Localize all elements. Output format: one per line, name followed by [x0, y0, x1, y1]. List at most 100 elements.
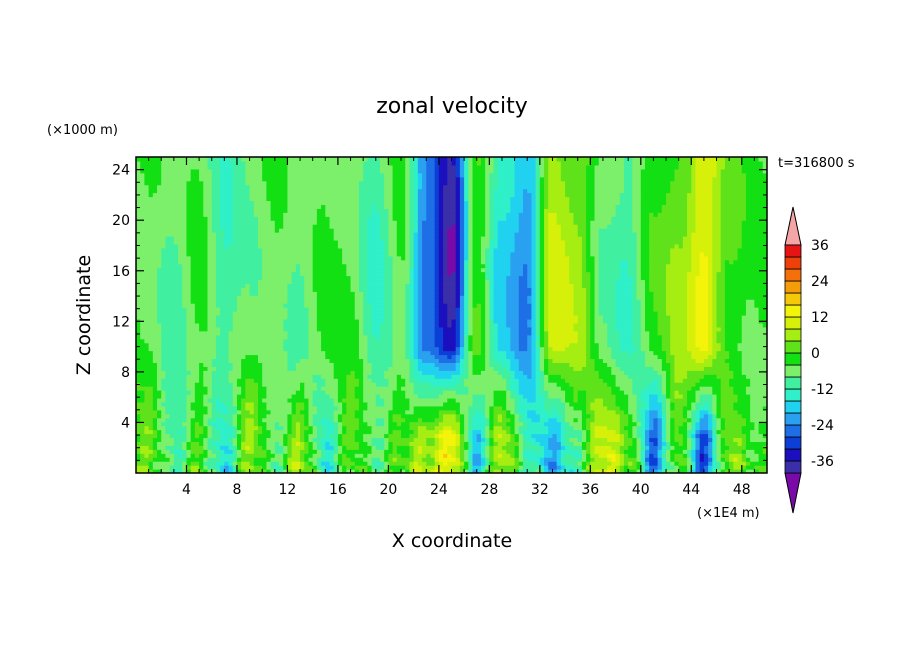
field-cell: [300, 338, 305, 344]
field-cell: [291, 449, 297, 454]
field-cell: [241, 441, 246, 446]
field-cell: [262, 405, 268, 411]
field-cell: [232, 216, 238, 221]
field-cell: [333, 457, 339, 462]
field-cell: [367, 397, 373, 403]
field-cell: [287, 338, 293, 344]
field-cell: [203, 374, 209, 379]
field-cell: [363, 334, 368, 340]
field-cell: [241, 417, 246, 423]
field-cell: [253, 366, 259, 371]
field-cell: [321, 200, 326, 205]
field-cell: [337, 239, 343, 245]
field-cell: [190, 184, 196, 190]
field-cell: [157, 315, 162, 320]
field-cell: [266, 441, 272, 446]
field-cell: [266, 212, 272, 217]
field-cell: [140, 243, 146, 249]
field-cell: [228, 259, 234, 265]
field-cell: [329, 437, 335, 442]
field-cell: [144, 283, 150, 288]
field-cell: [152, 405, 158, 411]
field-cell: [236, 374, 242, 379]
field-cell: [266, 259, 272, 265]
field-cell: [363, 311, 368, 316]
field-cell: [211, 397, 217, 403]
field-cell: [375, 382, 381, 387]
field-cell: [211, 267, 217, 273]
field-cell: [224, 279, 230, 284]
field-cell: [283, 425, 289, 431]
field-cell: [337, 311, 343, 316]
field-cell: [203, 208, 209, 213]
field-cell: [363, 243, 368, 249]
field-cell: [274, 311, 280, 316]
field-cell: [136, 370, 141, 375]
field-cell: [363, 263, 368, 269]
field-cell: [236, 449, 242, 454]
field-cell: [236, 232, 242, 237]
field-cell: [333, 469, 339, 473]
field-cell: [215, 216, 221, 221]
field-cell: [253, 382, 259, 387]
field-cell: [182, 469, 188, 473]
field-cell: [199, 283, 204, 288]
field-cell: [304, 465, 310, 470]
field-cell: [236, 275, 242, 281]
field-cell: [165, 275, 171, 281]
field-cell: [182, 453, 188, 458]
field-cell: [257, 437, 263, 442]
field-cell: [211, 390, 217, 395]
field-cell: [228, 425, 234, 431]
field-cell: [371, 176, 377, 182]
field-cell: [207, 417, 213, 423]
field-cell: [354, 441, 360, 446]
field-cell: [379, 247, 385, 253]
field-cell: [342, 220, 347, 225]
field-cell: [274, 338, 280, 344]
field-cell: [321, 267, 326, 273]
field-cell: [173, 382, 179, 387]
field-cell: [194, 168, 200, 174]
field-cell: [304, 239, 310, 245]
field-cell: [321, 358, 326, 363]
field-cell: [215, 180, 221, 186]
field-cell: [312, 441, 318, 446]
field-cell: [144, 263, 150, 269]
field-cell: [300, 453, 305, 458]
field-cell: [337, 180, 343, 186]
field-cell: [257, 429, 263, 435]
field-cell: [270, 453, 276, 458]
field-cell: [337, 469, 343, 473]
field-cell: [358, 311, 364, 316]
field-cell: [186, 224, 192, 229]
field-cell: [388, 184, 394, 190]
field-cell: [375, 172, 381, 178]
field-cell: [211, 457, 217, 462]
field-cell: [241, 346, 246, 352]
field-cell: [384, 311, 389, 316]
field-cell: [287, 326, 293, 332]
field-cell: [283, 307, 289, 312]
field-cell: [283, 382, 289, 387]
field-cell: [165, 243, 171, 249]
field-cell: [253, 315, 259, 320]
field-cell: [207, 453, 213, 458]
field-cell: [350, 295, 356, 300]
field-cell: [241, 180, 246, 186]
field-cell: [304, 362, 310, 367]
field-cell: [232, 342, 238, 348]
field-cell: [308, 366, 314, 371]
field-cell: [333, 168, 339, 174]
field-cell: [257, 461, 263, 466]
field-cell: [367, 421, 373, 427]
field-cell: [346, 401, 352, 407]
field-cell: [375, 259, 381, 265]
field-cell: [224, 176, 230, 182]
field-cell: [291, 220, 297, 225]
field-cell: [228, 421, 234, 427]
field-cell: [321, 176, 326, 182]
field-cell: [245, 279, 251, 284]
field-cell: [300, 180, 305, 186]
field-cell: [337, 409, 343, 415]
